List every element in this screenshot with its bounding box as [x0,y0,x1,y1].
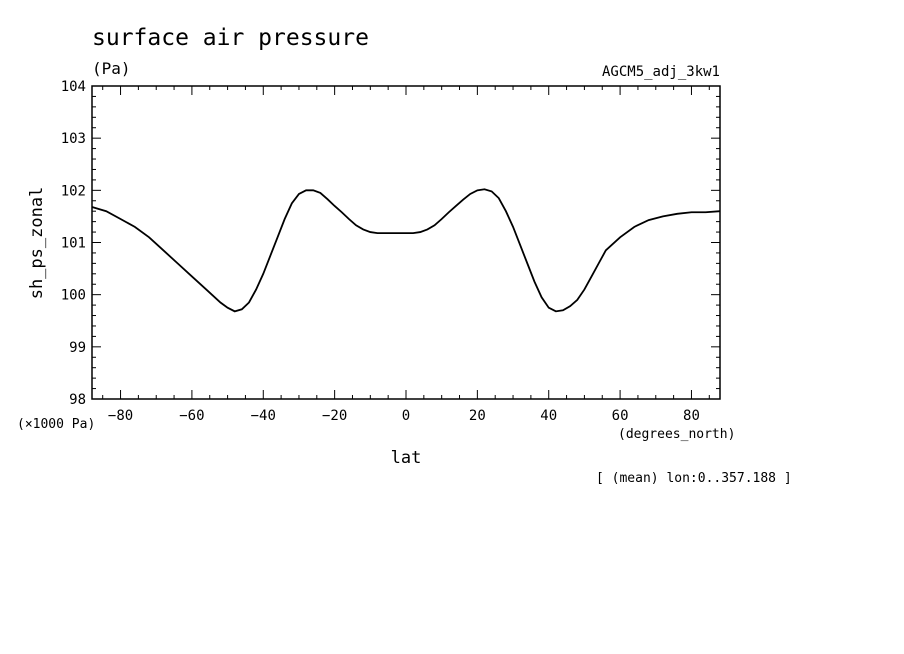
y-tick-label: 101 [61,236,86,252]
x-axis-label: lat [391,448,422,468]
y-tick-label: 104 [61,79,86,95]
y-tick-label: 99 [69,340,86,356]
x-tick-label: 40 [540,408,557,424]
footnote: [ (mean) lon:0..357.188 ] [596,471,792,486]
y-axis-label: sh_ps_zonal [27,187,47,300]
x-axis-units: (degrees_north) [618,427,735,442]
y-tick-label: 100 [61,288,86,304]
chart-title: surface air pressure [92,25,369,51]
y-tick-label: 102 [61,183,86,199]
x-tick-label: 20 [469,408,486,424]
y-scale-note: (×1000 Pa) [17,417,95,432]
series-line [91,188,721,313]
x-tick-label: 60 [612,408,629,424]
x-tick-label: −80 [108,408,133,424]
plot-frame [91,85,721,400]
tick-labels: −80 −60 −40 −20 0 20 40 60 80 98 99 100 101 102 103 104 [61,79,700,424]
experiment-label: AGCM5_adj_3kw1 [602,64,720,80]
x-tick-label: 80 [683,408,700,424]
x-tick-label: 0 [402,408,410,424]
ticks [92,85,720,400]
y-tick-label: 103 [61,131,86,147]
x-tick-label: −60 [179,408,204,424]
y-tick-label: 98 [69,392,86,408]
x-tick-label: −40 [251,408,276,424]
x-tick-label: −20 [322,408,347,424]
chart-units: (Pa) [92,59,131,78]
